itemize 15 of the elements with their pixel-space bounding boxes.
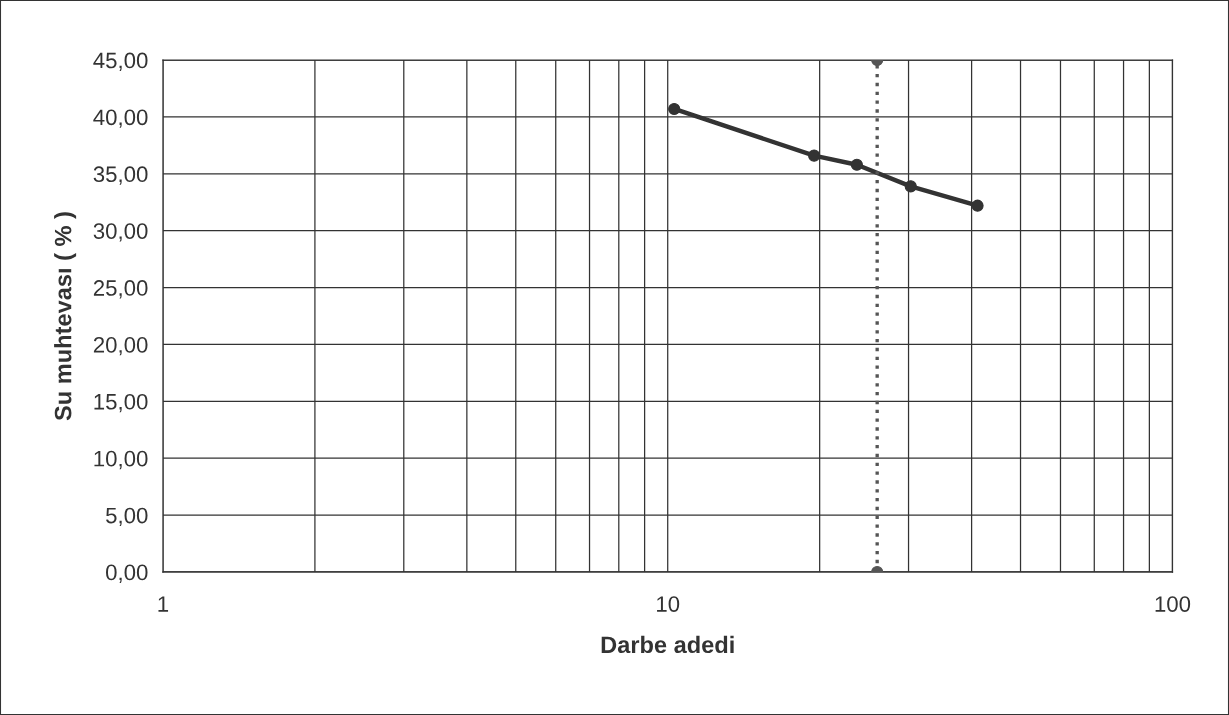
y-tick-label: 5,00 [106,507,148,527]
y-tick-label: 30,00 [93,223,148,242]
y-tick-label: 25,00 [93,280,148,299]
x-tick-label: 100 [1155,596,1191,612]
y-tick-label: 10,00 [94,450,148,470]
y-tick-label: 35,00 [93,166,148,185]
x-tick-label: 1 [158,596,169,612]
x-axis-title: Darbe adedi [601,635,734,654]
y-tick-label: 20,00 [93,337,148,356]
y-tick-label: 45,00 [93,52,148,71]
y-tick-label: 15,00 [94,393,148,413]
x-tick-label: 10 [657,596,680,612]
y-tick-label: 40,00 [93,109,148,128]
y-axis-title: Su muhtevası ( % ) [54,212,77,421]
y-tick-label: 0,00 [106,564,148,583]
